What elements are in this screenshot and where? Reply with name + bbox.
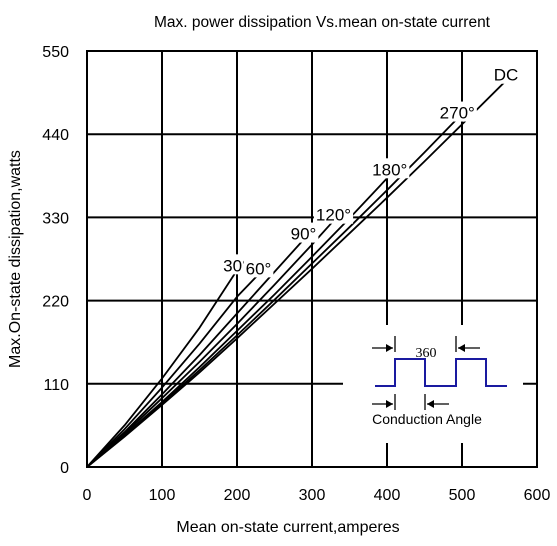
x-tick-label: 400 <box>374 487 401 504</box>
series-line <box>86 219 336 468</box>
series-label-background <box>313 203 354 224</box>
series-label-background <box>370 158 410 179</box>
y-tick-label: 220 <box>42 294 69 311</box>
x-axis-label: Mean on-state current,amperes <box>176 519 399 536</box>
series-label-background <box>491 63 521 84</box>
series-label: DC <box>494 66 519 85</box>
series-label: 60° <box>246 259 272 278</box>
conduction-angle-inset: 360 Conduction Angle <box>343 325 523 443</box>
series-labels: 30°60° 90°120° 180° 270° DC <box>221 63 521 278</box>
square-waveform <box>375 358 507 387</box>
series-line <box>86 237 306 468</box>
series-label: 120° <box>316 206 351 225</box>
y-tick-label: 0 <box>60 460 69 477</box>
series-label: 30° <box>223 256 249 275</box>
series-label: 180° <box>372 160 407 179</box>
y-axis-label: Max.On-state dissipation,watts <box>7 150 24 368</box>
inset-angle-label: Conduction Angle <box>372 411 482 427</box>
inset-background <box>343 325 523 443</box>
series-label-background <box>288 222 319 243</box>
arrowhead-angle-left <box>386 400 393 408</box>
series-line <box>86 272 261 468</box>
series-label: 270° <box>440 104 475 123</box>
x-tick-label: 100 <box>149 487 176 504</box>
arrowhead-360-left <box>386 344 393 352</box>
x-tick-label: 200 <box>224 487 251 504</box>
chart-title: Max. power dissipation Vs.mean on-state … <box>154 14 491 31</box>
series-line <box>86 79 508 468</box>
y-tick-label: 440 <box>42 127 69 144</box>
x-tick-label: 600 <box>524 487 551 504</box>
inset-360-label: 360 <box>416 346 437 361</box>
series-label-background <box>437 101 477 122</box>
series-line <box>86 269 238 468</box>
series-label: 90° <box>291 225 317 244</box>
y-tick-label: 110 <box>43 377 69 394</box>
y-tick-labels: 0 110 220 330 440 550 <box>42 44 69 477</box>
arrowhead-360-right <box>458 344 465 352</box>
y-tick-label: 330 <box>42 210 69 227</box>
x-tick-label: 0 <box>83 487 92 504</box>
series-label-background <box>243 257 274 278</box>
x-tick-labels: 0 100 200 300 400 500 600 <box>83 487 551 504</box>
x-tick-label: 500 <box>449 487 476 504</box>
x-tick-label: 300 <box>299 487 326 504</box>
arrowhead-angle-right <box>427 400 434 408</box>
plot-frame <box>86 50 538 468</box>
y-tick-label: 550 <box>42 44 69 61</box>
series-label-background <box>221 254 251 275</box>
